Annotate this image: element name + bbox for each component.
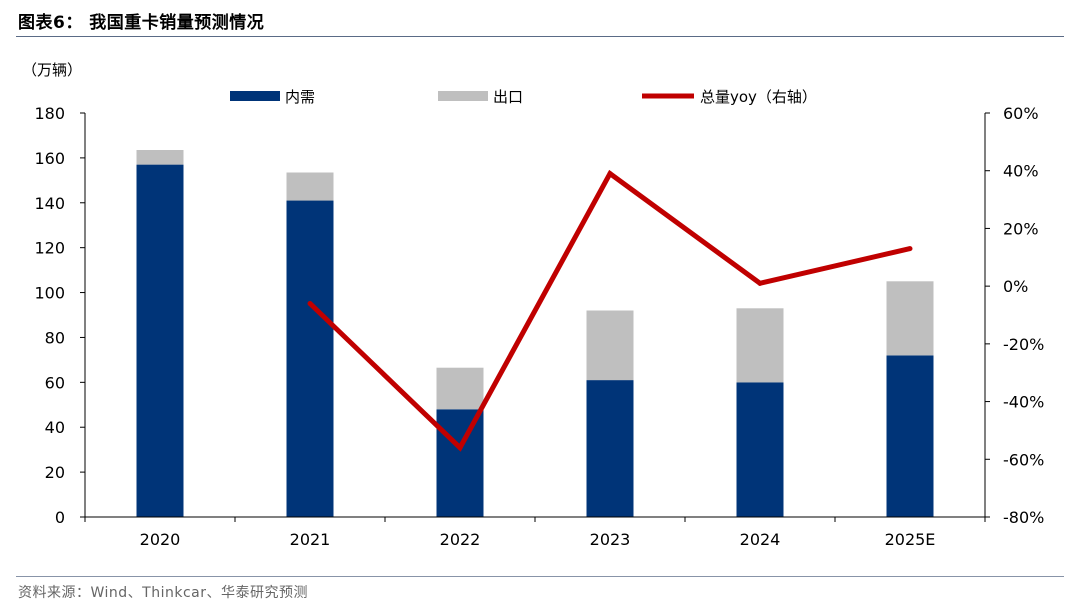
figure-title: 图表6： 我国重卡销量预测情况 xyxy=(18,13,265,33)
yoy-point-2024 xyxy=(757,280,763,286)
bar-domestic-2024 xyxy=(736,382,784,517)
y-tick-label-left: 160 xyxy=(34,149,65,168)
y-tick-label-left: 40 xyxy=(45,418,65,437)
y-tick-label-right: 60% xyxy=(1003,104,1039,123)
y-tick-label-left: 120 xyxy=(34,239,65,258)
bar-domestic-2025E xyxy=(886,355,934,517)
x-tick-label: 2023 xyxy=(590,530,631,549)
y-tick-label-left: 100 xyxy=(34,284,65,303)
y-tick-label-right: 40% xyxy=(1003,162,1039,181)
y-axis-unit: （万辆） xyxy=(22,61,82,79)
title-divider xyxy=(16,36,1064,37)
bar-domestic-2021 xyxy=(286,200,334,517)
y-tick-label-left: 20 xyxy=(45,463,65,482)
x-tick-label: 2024 xyxy=(740,530,781,549)
source-divider xyxy=(16,576,1064,577)
y-tick-label-right: 20% xyxy=(1003,219,1039,238)
bar-export-2024 xyxy=(736,308,784,383)
bar-domestic-2023 xyxy=(586,380,634,517)
yoy-point-2022 xyxy=(457,445,463,451)
bar-export-2021 xyxy=(286,172,334,201)
legend-swatch-domestic xyxy=(230,91,280,101)
bar-export-2020 xyxy=(136,150,184,165)
legend-label: 总量yoy（右轴） xyxy=(700,88,817,106)
bar-export-2025E xyxy=(886,281,934,356)
y-tick-label-right: -40% xyxy=(1003,393,1044,412)
bar-domestic-2020 xyxy=(136,164,184,517)
x-tick-label: 2020 xyxy=(140,530,181,549)
y-tick-label-left: 80 xyxy=(45,328,65,347)
x-tick-label: 2021 xyxy=(290,530,331,549)
y-tick-label-left: 180 xyxy=(34,104,65,123)
y-tick-label-right: -60% xyxy=(1003,450,1044,469)
legend-label: 内需 xyxy=(285,88,315,106)
legend-swatch-export xyxy=(438,91,488,101)
legend-label: 出口 xyxy=(493,88,523,106)
yoy-point-2021 xyxy=(307,301,313,306)
y-tick-label-left: 0 xyxy=(55,508,65,527)
yoy-point-2023 xyxy=(607,171,613,177)
y-tick-label-left: 60 xyxy=(45,373,65,392)
y-tick-label-right: -80% xyxy=(1003,508,1044,527)
plot-area: 0 20 40 60 80 100 120 140 160 180 -80% -60% -40% -20%… xyxy=(34,104,1044,549)
bar-export-2022 xyxy=(436,367,484,410)
y-tick-label-right: -20% xyxy=(1003,335,1044,354)
legend: 内需 出口 总量yoy（右轴） xyxy=(230,88,817,106)
bar-domestic-2022 xyxy=(436,409,484,517)
source-note: 资料来源：Wind、Thinkcar、华泰研究预测 xyxy=(18,585,309,601)
y-tick-label-left: 140 xyxy=(34,194,65,213)
yoy-point-2025E xyxy=(907,246,913,252)
x-tick-label: 2022 xyxy=(440,530,481,549)
bar-export-2023 xyxy=(586,310,634,381)
y-tick-label-right: 0% xyxy=(1003,277,1028,296)
x-tick-label: 2025E xyxy=(885,530,936,549)
